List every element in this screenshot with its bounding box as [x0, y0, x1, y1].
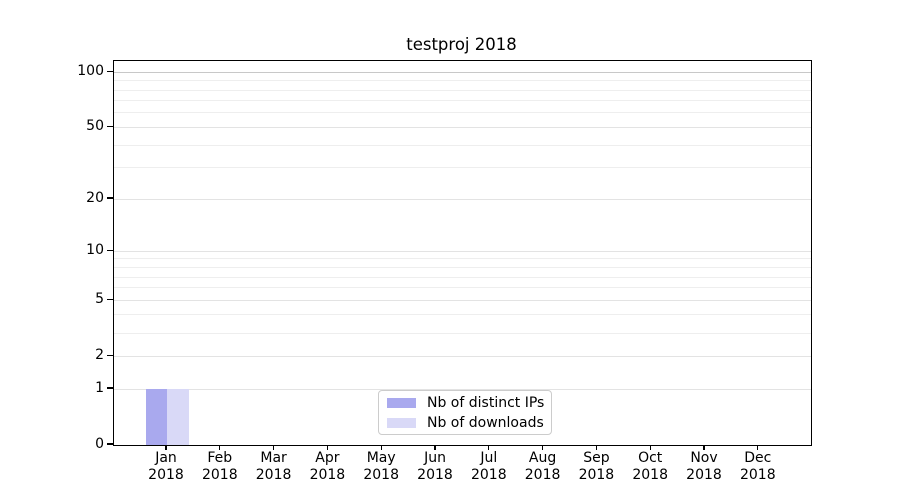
- gridline-minor: [114, 287, 811, 289]
- y-tick-mark: [107, 354, 113, 356]
- x-tick-mark: [757, 445, 759, 451]
- x-tick-label: Feb 2018: [201, 450, 238, 483]
- gridline-major: [114, 250, 811, 252]
- x-tick-label: Jan 2018: [148, 450, 184, 483]
- y-tick-mark: [107, 443, 113, 445]
- y-tick-mark: [107, 387, 113, 389]
- y-tick-mark: [107, 125, 113, 127]
- gridline-major: [114, 299, 811, 301]
- gridline-major: [114, 71, 811, 73]
- y-tick-label: 0: [95, 435, 104, 452]
- y-tick-mark: [107, 249, 113, 251]
- gridline-minor: [114, 167, 811, 169]
- gridline-minor: [114, 144, 811, 146]
- legend-entry: Nb of downloads: [387, 414, 544, 431]
- x-tick-label: May 2018: [363, 450, 399, 483]
- x-tick-mark: [273, 445, 275, 451]
- y-tick-label: 50: [86, 117, 104, 134]
- x-tick-mark: [434, 445, 436, 451]
- x-tick-label: Nov 2018: [686, 450, 722, 483]
- gridline-minor: [114, 89, 811, 91]
- legend-entry: Nb of distinct IPs: [387, 394, 545, 411]
- legend-label: Nb of distinct IPs: [427, 394, 545, 411]
- gridline-minor: [114, 267, 811, 268]
- bar-downloads: [167, 389, 189, 445]
- x-tick-label: Dec 2018: [739, 450, 776, 483]
- y-tick-label: 1: [95, 379, 104, 396]
- gridline-major: [114, 198, 811, 200]
- x-tick-mark: [326, 445, 328, 451]
- x-tick-label: Sep 2018: [578, 450, 615, 483]
- gridline-minor: [114, 112, 811, 114]
- gridline-minor: [114, 258, 811, 260]
- x-tick-mark: [165, 445, 167, 451]
- gridline-minor: [114, 276, 811, 278]
- gridline-major: [114, 355, 811, 357]
- legend-swatch: [387, 397, 416, 408]
- plot-area: [113, 60, 812, 446]
- legend-swatch: [387, 417, 416, 428]
- x-tick-label: Apr 2018: [309, 450, 346, 483]
- legend: Nb of distinct IPs Nb of downloads: [378, 390, 552, 435]
- x-tick-label: Mar 2018: [255, 450, 292, 483]
- gridline-major: [114, 388, 811, 390]
- gridline-minor: [114, 332, 811, 334]
- x-tick-label: Oct 2018: [632, 450, 668, 483]
- x-tick-label: Aug 2018: [524, 450, 561, 483]
- y-tick-label: 2: [95, 346, 104, 363]
- x-tick-mark: [380, 445, 382, 451]
- chart-title: testproj 2018: [406, 35, 517, 54]
- x-tick-mark: [219, 445, 221, 451]
- x-tick-mark: [703, 445, 705, 451]
- x-tick-label: Jun 2018: [417, 450, 453, 483]
- y-tick-label: 5: [95, 290, 104, 307]
- x-tick-mark: [649, 445, 651, 451]
- y-tick-label: 100: [77, 62, 104, 79]
- y-tick-label: 20: [86, 189, 104, 206]
- y-tick-mark: [107, 197, 113, 199]
- gridline-minor: [114, 100, 811, 102]
- x-tick-mark: [542, 445, 544, 451]
- bar-distinct-ips: [145, 389, 167, 445]
- gridline-major: [114, 126, 811, 128]
- legend-label: Nb of downloads: [427, 414, 544, 431]
- gridline-minor: [114, 314, 811, 316]
- x-tick-mark: [595, 445, 597, 451]
- y-tick-label: 10: [86, 241, 104, 258]
- gridline-minor: [114, 80, 811, 82]
- y-tick-mark: [107, 298, 113, 300]
- x-tick-label: Jul 2018: [470, 450, 507, 483]
- x-tick-mark: [488, 445, 490, 451]
- y-tick-mark: [107, 70, 113, 72]
